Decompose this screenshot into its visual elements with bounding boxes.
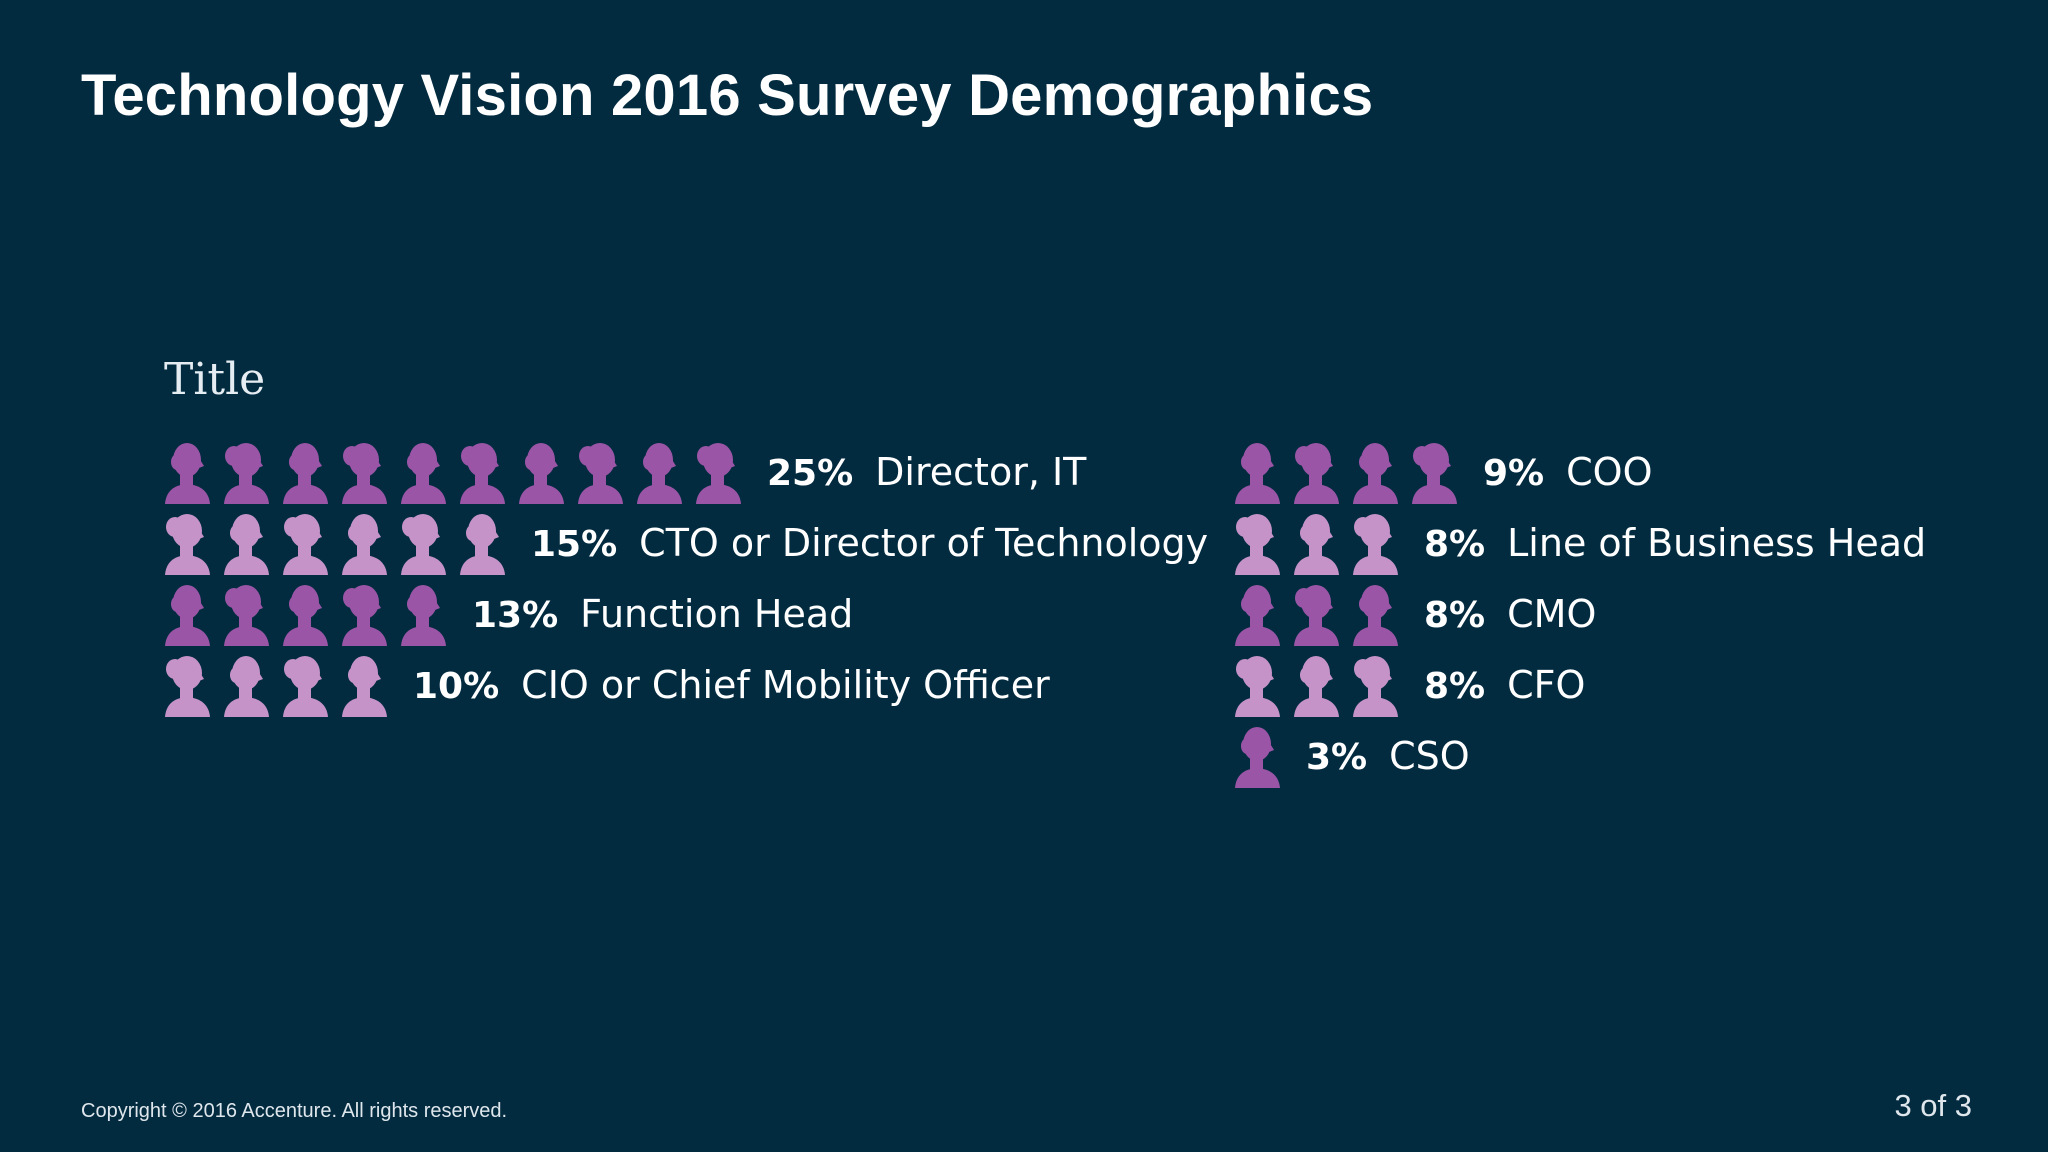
icon-group [163,582,458,646]
person-silhouette-icon [342,655,387,717]
icon-group [163,440,753,504]
person-silhouette-icon [1412,442,1457,504]
person-silhouette-icon [165,442,210,504]
percent-label: 13% [472,594,559,636]
person-silhouette-icon [1353,584,1398,646]
role-label: CSO [1389,733,1470,778]
person-silhouette-icon [165,513,210,575]
person-silhouette-icon [1235,726,1280,788]
person-silhouette-icon [1294,655,1339,717]
role-label: Line of Business Head [1507,520,1927,565]
row-label: 3% CSO [1306,734,1470,778]
person-silhouette-icon [1235,513,1280,575]
role-label: CTO or Director of Technology [639,520,1209,565]
icon-group [1233,724,1292,788]
row-label: 25% Director, IT [767,450,1086,494]
person-silhouette-icon [696,442,741,504]
person-silhouette-icon [224,584,269,646]
person-silhouette-icon [1294,442,1339,504]
person-silhouette-icon [342,513,387,575]
person-silhouette-icon [224,655,269,717]
person-silhouette-icon [165,584,210,646]
person-silhouette-icon [460,513,505,575]
person-silhouette-icon [401,513,446,575]
person-silhouette-icon [401,442,446,504]
chart-row: 10% CIO or Chief Mobility Officer [163,649,1208,720]
icon-group [1233,582,1410,646]
slide-title: Technology Vision 2016 Survey Demographi… [81,63,1374,128]
role-label: CMO [1507,591,1597,636]
row-label: 8% CMO [1424,592,1596,636]
person-silhouette-icon [283,513,328,575]
person-silhouette-icon [165,655,210,717]
person-silhouette-icon [342,584,387,646]
percent-label: 8% [1424,665,1486,707]
person-silhouette-icon [1235,584,1280,646]
icon-group [163,511,517,575]
person-silhouette-icon [460,442,505,504]
icon-group [163,653,399,717]
person-silhouette-icon [224,513,269,575]
row-label: 8% CFO [1424,663,1585,707]
icon-group [1233,653,1410,717]
chart-title: Title [164,354,266,405]
percent-label: 8% [1424,523,1486,565]
role-label: CIO or Chief Mobility Officer [521,662,1050,707]
person-silhouette-icon [637,442,682,504]
chart-row: 8% CMO [1233,578,1926,649]
person-silhouette-icon [283,442,328,504]
percent-label: 15% [531,523,618,565]
role-label: COO [1566,449,1653,494]
row-label: 10% CIO or Chief Mobility Officer [413,663,1050,707]
percent-label: 9% [1483,452,1545,494]
person-silhouette-icon [342,442,387,504]
chart-row: 8% Line of Business Head [1233,507,1926,578]
person-silhouette-icon [283,584,328,646]
person-silhouette-icon [578,442,623,504]
chart-row: 15% CTO or Director of Technology [163,507,1208,578]
person-silhouette-icon [283,655,328,717]
role-label: CFO [1507,662,1586,707]
person-silhouette-icon [1353,513,1398,575]
person-silhouette-icon [1235,655,1280,717]
role-label: Director, IT [875,449,1087,494]
copyright-footer: Copyright © 2016 Accenture. All rights r… [81,1100,508,1122]
row-label: 9% COO [1483,450,1652,494]
row-label: 8% Line of Business Head [1424,521,1926,565]
role-label: Function Head [580,591,854,636]
percent-label: 3% [1306,736,1368,778]
person-silhouette-icon [1353,442,1398,504]
person-silhouette-icon [1235,442,1280,504]
chart-row: 9% COO [1233,436,1926,507]
chart-row: 25% Director, IT [163,436,1208,507]
person-silhouette-icon [224,442,269,504]
percent-label: 25% [767,452,854,494]
person-silhouette-icon [1294,584,1339,646]
person-silhouette-icon [519,442,564,504]
chart-row: 13% Function Head [163,578,1208,649]
person-silhouette-icon [1294,513,1339,575]
person-silhouette-icon [401,584,446,646]
row-label: 15% CTO or Director of Technology [531,521,1208,565]
chart-row: 3% CSO [1233,720,1926,791]
chart-column-left: 25% Director, IT 15% CTO or Director of Tec… [163,436,1208,720]
row-label: 13% Function Head [472,592,853,636]
icon-group [1233,440,1469,504]
page-indicator: 3 of 3 [1894,1088,1972,1123]
percent-label: 8% [1424,594,1486,636]
chart-row: 8% CFO [1233,649,1926,720]
chart-column-right: 9% COO 8% Line of Business Head 8% CMO 8% CFO 3%… [1233,436,1926,791]
icon-group [1233,511,1410,575]
percent-label: 10% [413,665,500,707]
person-silhouette-icon [1353,655,1398,717]
